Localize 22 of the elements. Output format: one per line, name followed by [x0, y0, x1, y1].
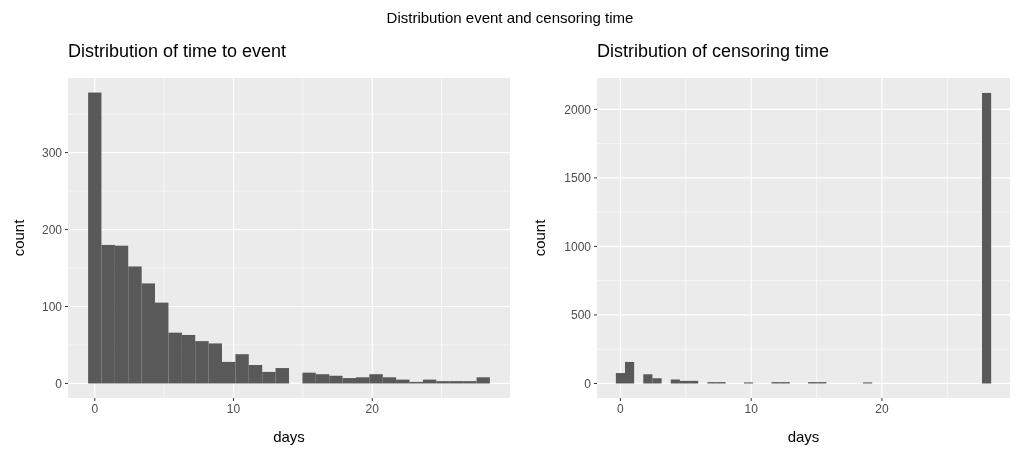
- chart-title: Distribution of censoring time: [597, 41, 830, 61]
- x-tick-label: 0: [91, 402, 99, 416]
- y-tick-label: 0: [55, 376, 63, 391]
- text: Distribution event and censoring time: [386, 9, 634, 26]
- x-tick-label: 0: [617, 402, 625, 416]
- y-tick-label: 2000: [564, 102, 592, 117]
- y-axis-title: count: [10, 218, 27, 257]
- y-tick-label: 200: [41, 222, 63, 237]
- y-tick-label: 300: [41, 145, 63, 160]
- y-tick-label: 100: [41, 299, 63, 314]
- y-tick-label: 1000: [564, 239, 592, 254]
- x-tick-label: 10: [744, 402, 759, 416]
- x-axis-title: days: [787, 428, 820, 445]
- chart-title: Distribution of time to event: [68, 41, 287, 61]
- y-tick-label: 500: [570, 308, 592, 323]
- x-tick-label: 10: [226, 402, 241, 416]
- y-tick-label: 0: [584, 376, 592, 391]
- y-axis-title: count: [531, 218, 548, 257]
- y-tick-label: 1500: [564, 171, 592, 186]
- x-tick-label: 20: [365, 402, 380, 416]
- x-axis-title: days: [273, 428, 305, 445]
- x-tick-label: 20: [875, 402, 889, 416]
